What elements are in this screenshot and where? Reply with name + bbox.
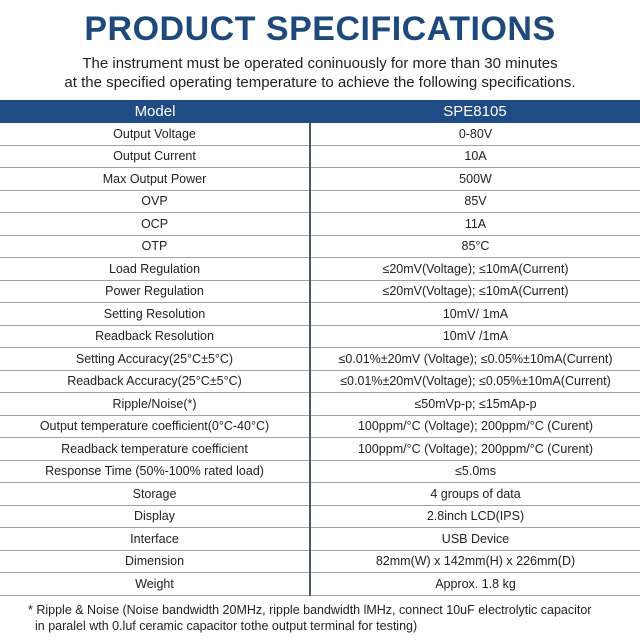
table-row: Max Output Power 500W	[0, 167, 640, 191]
spec-value: Approx. 1.8 kg	[310, 572, 640, 596]
spec-label: OCP	[0, 212, 311, 236]
spec-label: Power Regulation	[0, 280, 311, 303]
spec-value: 500W	[310, 167, 640, 191]
spec-table: Model SPE8105 Output Voltage 0-80V Output …	[0, 100, 640, 596]
table-row: Output temperature coefficient(0°C-40°C)…	[0, 415, 640, 438]
spec-label: OVP	[0, 190, 311, 213]
spec-label: Setting Resolution	[0, 302, 311, 326]
spec-value: 100ppm/°C (Voltage); 200ppm/°C (Curent)	[310, 437, 640, 461]
spec-value: 11A	[310, 212, 640, 236]
spec-value: 2.8inch LCD(IPS)	[310, 505, 640, 528]
spec-value: 82mm(W) x 142mm(H) x 226mm(D)	[310, 550, 640, 573]
table-row: Weight Approx. 1.8 kg	[0, 572, 640, 596]
spec-value: 4 groups of data	[310, 482, 640, 506]
table-row: Response Time (50%-100% rated load) ≤5.0m…	[0, 460, 640, 483]
footnote-line: in paralel wth 0.luf ceramic capacitor t…	[35, 619, 418, 633]
spec-label: Output Voltage	[0, 123, 311, 146]
spec-value: ≤20mV(Voltage); ≤10mA(Current)	[310, 257, 640, 281]
footnote: * Ripple & Noise (Noise bandwidth 20MHz,…	[28, 602, 591, 634]
spec-label: Display	[0, 505, 311, 528]
spec-value: ≤0.01%±20mV (Voltage); ≤0.05%±10mA(Curre…	[310, 347, 640, 371]
spec-label: Ripple/Noise(*)	[0, 392, 311, 416]
spec-value: 0-80V	[310, 123, 640, 146]
table-row: Output Voltage 0-80V	[0, 123, 640, 146]
table-row: Output Current 10A	[0, 145, 640, 168]
table-row: Interface USB Device	[0, 527, 640, 551]
spec-label: Output Current	[0, 145, 311, 168]
table-row: Readback temperature coefficient 100ppm/°…	[0, 437, 640, 461]
spec-value: ≤5.0ms	[310, 460, 640, 483]
table-row: Readback Resolution 10mV /1mA	[0, 325, 640, 348]
spec-label: Readback Resolution	[0, 325, 311, 348]
table-row: OCP 11A	[0, 212, 640, 236]
table-row: OVP 85V	[0, 190, 640, 213]
table-row: Ripple/Noise(*) ≤50mVp-p; ≤15mAp-p	[0, 392, 640, 416]
subtitle: The instrument must be operated coninuou…	[0, 54, 640, 92]
subtitle-line: at the specified operating temperature t…	[64, 74, 576, 91]
spec-label: OTP	[0, 235, 311, 258]
spec-value: ≤50mVp-p; ≤15mAp-p	[310, 392, 640, 416]
spec-label: Weight	[0, 572, 311, 596]
footnote-line: * Ripple & Noise (Noise bandwidth 20MHz,…	[28, 603, 592, 617]
spec-label: Response Time (50%-100% rated load)	[0, 460, 311, 483]
table-row: Readback Accuracy(25°C±5°C) ≤0.01%±20mV(V…	[0, 370, 640, 393]
page-title: PRODUCT SPECIFICATIONS	[84, 10, 556, 48]
spec-label: Load Regulation	[0, 257, 311, 281]
spec-label: Readback Accuracy(25°C±5°C)	[0, 370, 311, 393]
spec-label: Interface	[0, 527, 311, 551]
spec-value: 100ppm/°C (Voltage); 200ppm/°C (Curent)	[310, 415, 640, 438]
table-row: Setting Resolution 10mV/ 1mA	[0, 302, 640, 326]
spec-label: Output temperature coefficient(0°C-40°C)	[0, 415, 311, 438]
spec-label: Storage	[0, 482, 311, 506]
spec-label: Readback temperature coefficient	[0, 437, 311, 461]
table-row: Dimension 82mm(W) x 142mm(H) x 226mm(D)	[0, 550, 640, 573]
table-header: Model SPE8105	[0, 100, 640, 123]
table-row: Setting Accuracy(25°C±5°C) ≤0.01%±20mV (V…	[0, 347, 640, 371]
table-row: Display 2.8inch LCD(IPS)	[0, 505, 640, 528]
table-row: OTP 85°C	[0, 235, 640, 258]
spec-label: Dimension	[0, 550, 311, 573]
spec-value: 10mV /1mA	[310, 325, 640, 348]
table-row: Load Regulation ≤20mV(Voltage); ≤10mA(Cur…	[0, 257, 640, 281]
spec-value: 10A	[310, 145, 640, 168]
table-row: Power Regulation ≤20mV(Voltage); ≤10mA(Cu…	[0, 280, 640, 303]
header-model-name: SPE8105	[310, 100, 640, 123]
spec-label: Max Output Power	[0, 167, 311, 191]
subtitle-line: The instrument must be operated coninuou…	[82, 55, 558, 72]
spec-value: 85°C	[310, 235, 640, 258]
spec-label: Setting Accuracy(25°C±5°C)	[0, 347, 311, 371]
spec-value: 10mV/ 1mA	[310, 302, 640, 326]
spec-value: 85V	[310, 190, 640, 213]
header-model: Model	[0, 100, 310, 123]
table-row: Storage 4 groups of data	[0, 482, 640, 506]
spec-value: USB Device	[310, 527, 640, 551]
spec-value: ≤0.01%±20mV(Voltage); ≤0.05%±10mA(Curren…	[310, 370, 640, 393]
spec-value: ≤20mV(Voltage); ≤10mA(Current)	[310, 280, 640, 303]
